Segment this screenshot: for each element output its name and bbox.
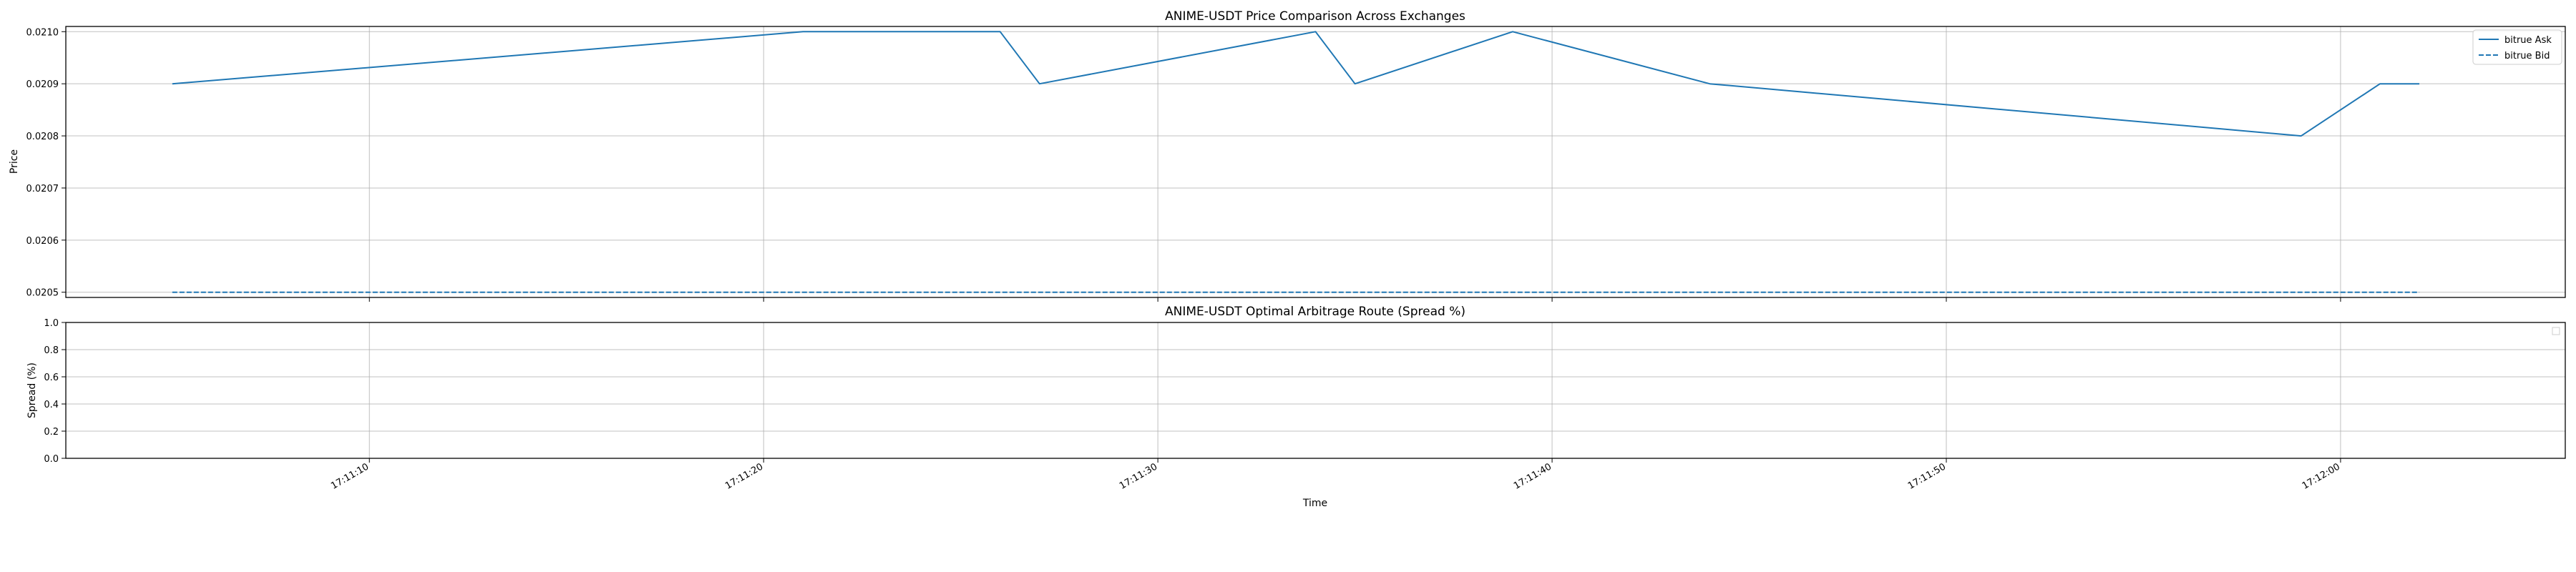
legend-label-ask: bitrue Ask bbox=[2504, 35, 2552, 46]
y-tick-label: 0.0206 bbox=[26, 236, 59, 247]
empty-legend-box bbox=[2552, 327, 2560, 335]
y-tick-label: 0.0 bbox=[44, 454, 59, 465]
price-legend: bitrue Ask bitrue Bid bbox=[2472, 29, 2562, 65]
price-panel: ANIME-USDT Price Comparison Across Excha… bbox=[9, 9, 2566, 302]
y-tick-label: 0.0207 bbox=[26, 184, 59, 194]
y-tick-label: 0.4 bbox=[44, 400, 59, 410]
y-tick-label: 0.8 bbox=[44, 345, 59, 356]
legend-label-bid: bitrue Bid bbox=[2504, 51, 2550, 61]
price-y-axis-label: Price bbox=[9, 149, 20, 174]
bitrue-ask-line bbox=[172, 31, 2420, 137]
y-tick-label: 0.2 bbox=[44, 427, 59, 438]
spread-chart-title: ANIME-USDT Optimal Arbitrage Route (Spre… bbox=[1165, 305, 1465, 319]
y-tick-label: 1.0 bbox=[44, 318, 59, 329]
price-chart-title: ANIME-USDT Price Comparison Across Excha… bbox=[1165, 9, 1465, 24]
price-axes-frame bbox=[65, 26, 2566, 298]
price-y-ticks: 0.0205 0.0206 0.0207 0.0208 0.0209 0.0210 bbox=[26, 27, 66, 299]
y-tick-label: 0.0205 bbox=[26, 288, 59, 299]
time-axis-label: Time bbox=[1302, 498, 1327, 509]
y-tick-label: 0.6 bbox=[44, 373, 59, 383]
price-grid bbox=[66, 26, 2565, 297]
price-series bbox=[172, 31, 2420, 293]
spread-y-ticks: 0.0 0.2 0.4 0.6 0.8 1.0 bbox=[44, 318, 66, 465]
spread-y-axis-label: Spread (%) bbox=[26, 363, 38, 418]
spread-axes-frame bbox=[65, 322, 2566, 459]
price-x-ticks bbox=[369, 297, 2341, 302]
y-tick-label: 0.0210 bbox=[26, 27, 59, 38]
y-tick-label: 0.0208 bbox=[26, 132, 59, 142]
y-tick-label: 0.0209 bbox=[26, 79, 59, 90]
